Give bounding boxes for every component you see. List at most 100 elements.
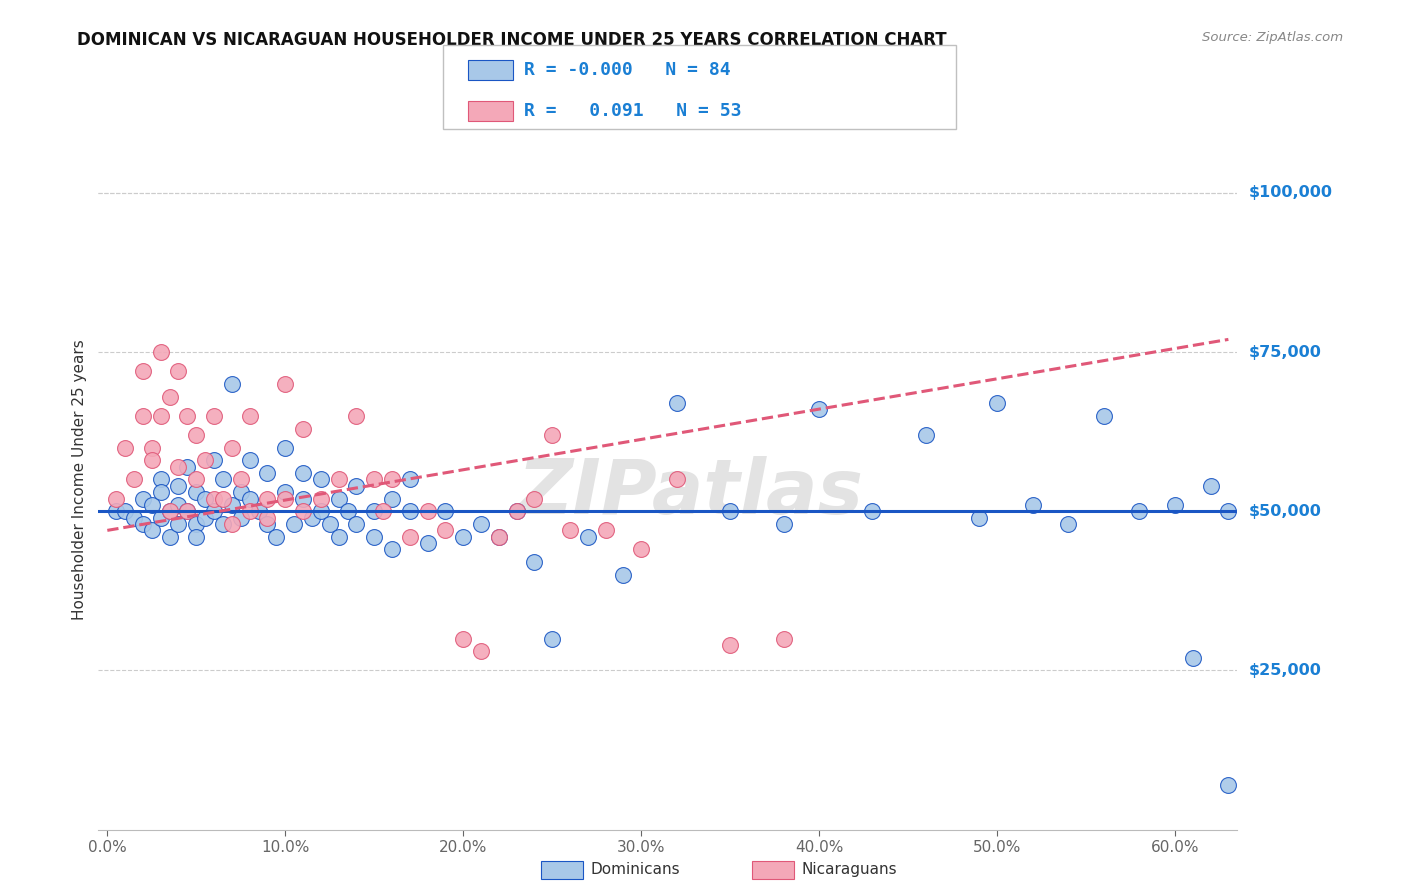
Point xyxy=(416,504,439,518)
Point xyxy=(1199,479,1222,493)
Point xyxy=(186,473,208,487)
Point xyxy=(186,530,208,544)
Point xyxy=(202,491,225,506)
Point xyxy=(576,530,599,544)
Point xyxy=(221,498,243,512)
Point xyxy=(451,530,474,544)
Point xyxy=(1057,516,1080,531)
Point xyxy=(967,510,990,524)
Point xyxy=(167,479,190,493)
Point xyxy=(132,364,155,378)
Point xyxy=(346,516,368,531)
Point xyxy=(772,632,794,646)
Point xyxy=(176,504,198,518)
Point xyxy=(1128,504,1150,518)
Point xyxy=(434,504,457,518)
Point xyxy=(523,491,546,506)
Y-axis label: Householder Income Under 25 years: Householder Income Under 25 years xyxy=(72,339,87,620)
Point xyxy=(488,530,510,544)
Point xyxy=(772,516,794,531)
Point xyxy=(114,504,136,518)
Point xyxy=(149,510,172,524)
Point xyxy=(470,516,492,531)
Point xyxy=(505,504,527,518)
Point xyxy=(122,510,145,524)
Point xyxy=(451,632,474,646)
Point xyxy=(176,504,198,518)
Text: Dominicans: Dominicans xyxy=(591,863,681,877)
Point xyxy=(167,498,190,512)
Point xyxy=(159,504,181,518)
Point xyxy=(149,473,172,487)
Point xyxy=(159,504,181,518)
Text: $75,000: $75,000 xyxy=(1249,344,1322,359)
Point xyxy=(194,510,217,524)
Point xyxy=(718,504,741,518)
Point xyxy=(665,473,688,487)
Point xyxy=(488,530,510,544)
Point xyxy=(808,402,831,417)
Point xyxy=(239,491,262,506)
Point xyxy=(132,491,155,506)
Point xyxy=(274,485,297,500)
Point xyxy=(202,409,225,423)
Point xyxy=(132,516,155,531)
Point xyxy=(122,473,145,487)
Point xyxy=(221,516,243,531)
Point xyxy=(186,428,208,442)
Point xyxy=(309,491,332,506)
Point xyxy=(141,524,163,538)
Point xyxy=(595,524,617,538)
Point xyxy=(1181,650,1204,665)
Text: Nicaraguans: Nicaraguans xyxy=(801,863,897,877)
Point xyxy=(167,516,190,531)
Point xyxy=(1021,498,1043,512)
Point xyxy=(398,473,420,487)
Point xyxy=(229,510,252,524)
Point xyxy=(149,409,172,423)
Text: R =   0.091   N = 53: R = 0.091 N = 53 xyxy=(524,102,742,120)
Point xyxy=(665,396,688,410)
Point xyxy=(363,530,385,544)
Point xyxy=(381,473,404,487)
Point xyxy=(266,530,288,544)
Point xyxy=(986,396,1008,410)
Text: $100,000: $100,000 xyxy=(1249,186,1333,201)
Point xyxy=(301,510,323,524)
Point xyxy=(1218,778,1240,792)
Point xyxy=(186,516,208,531)
Text: DOMINICAN VS NICARAGUAN HOUSEHOLDER INCOME UNDER 25 YEARS CORRELATION CHART: DOMINICAN VS NICARAGUAN HOUSEHOLDER INCO… xyxy=(77,31,948,49)
Point xyxy=(256,466,278,480)
Point xyxy=(256,491,278,506)
Point xyxy=(328,530,350,544)
Point xyxy=(239,409,262,423)
Point xyxy=(221,441,243,455)
Point xyxy=(1218,504,1240,518)
Point xyxy=(212,473,235,487)
Point xyxy=(283,516,305,531)
Point xyxy=(319,516,342,531)
Point xyxy=(212,516,235,531)
Point xyxy=(176,409,198,423)
Point xyxy=(239,504,262,518)
Point xyxy=(541,428,564,442)
Point xyxy=(346,409,368,423)
Point xyxy=(186,485,208,500)
Point xyxy=(630,542,652,557)
Point xyxy=(363,504,385,518)
Point xyxy=(114,441,136,455)
Point xyxy=(229,473,252,487)
Point xyxy=(915,428,938,442)
Text: Source: ZipAtlas.com: Source: ZipAtlas.com xyxy=(1202,31,1343,45)
Point xyxy=(194,491,217,506)
Point xyxy=(274,376,297,391)
Point xyxy=(612,568,634,582)
Point xyxy=(1164,498,1187,512)
Point xyxy=(239,453,262,467)
Point xyxy=(398,530,420,544)
Point xyxy=(718,638,741,652)
Point xyxy=(292,466,315,480)
Point xyxy=(523,555,546,569)
Point xyxy=(141,441,163,455)
Text: $50,000: $50,000 xyxy=(1249,504,1322,519)
